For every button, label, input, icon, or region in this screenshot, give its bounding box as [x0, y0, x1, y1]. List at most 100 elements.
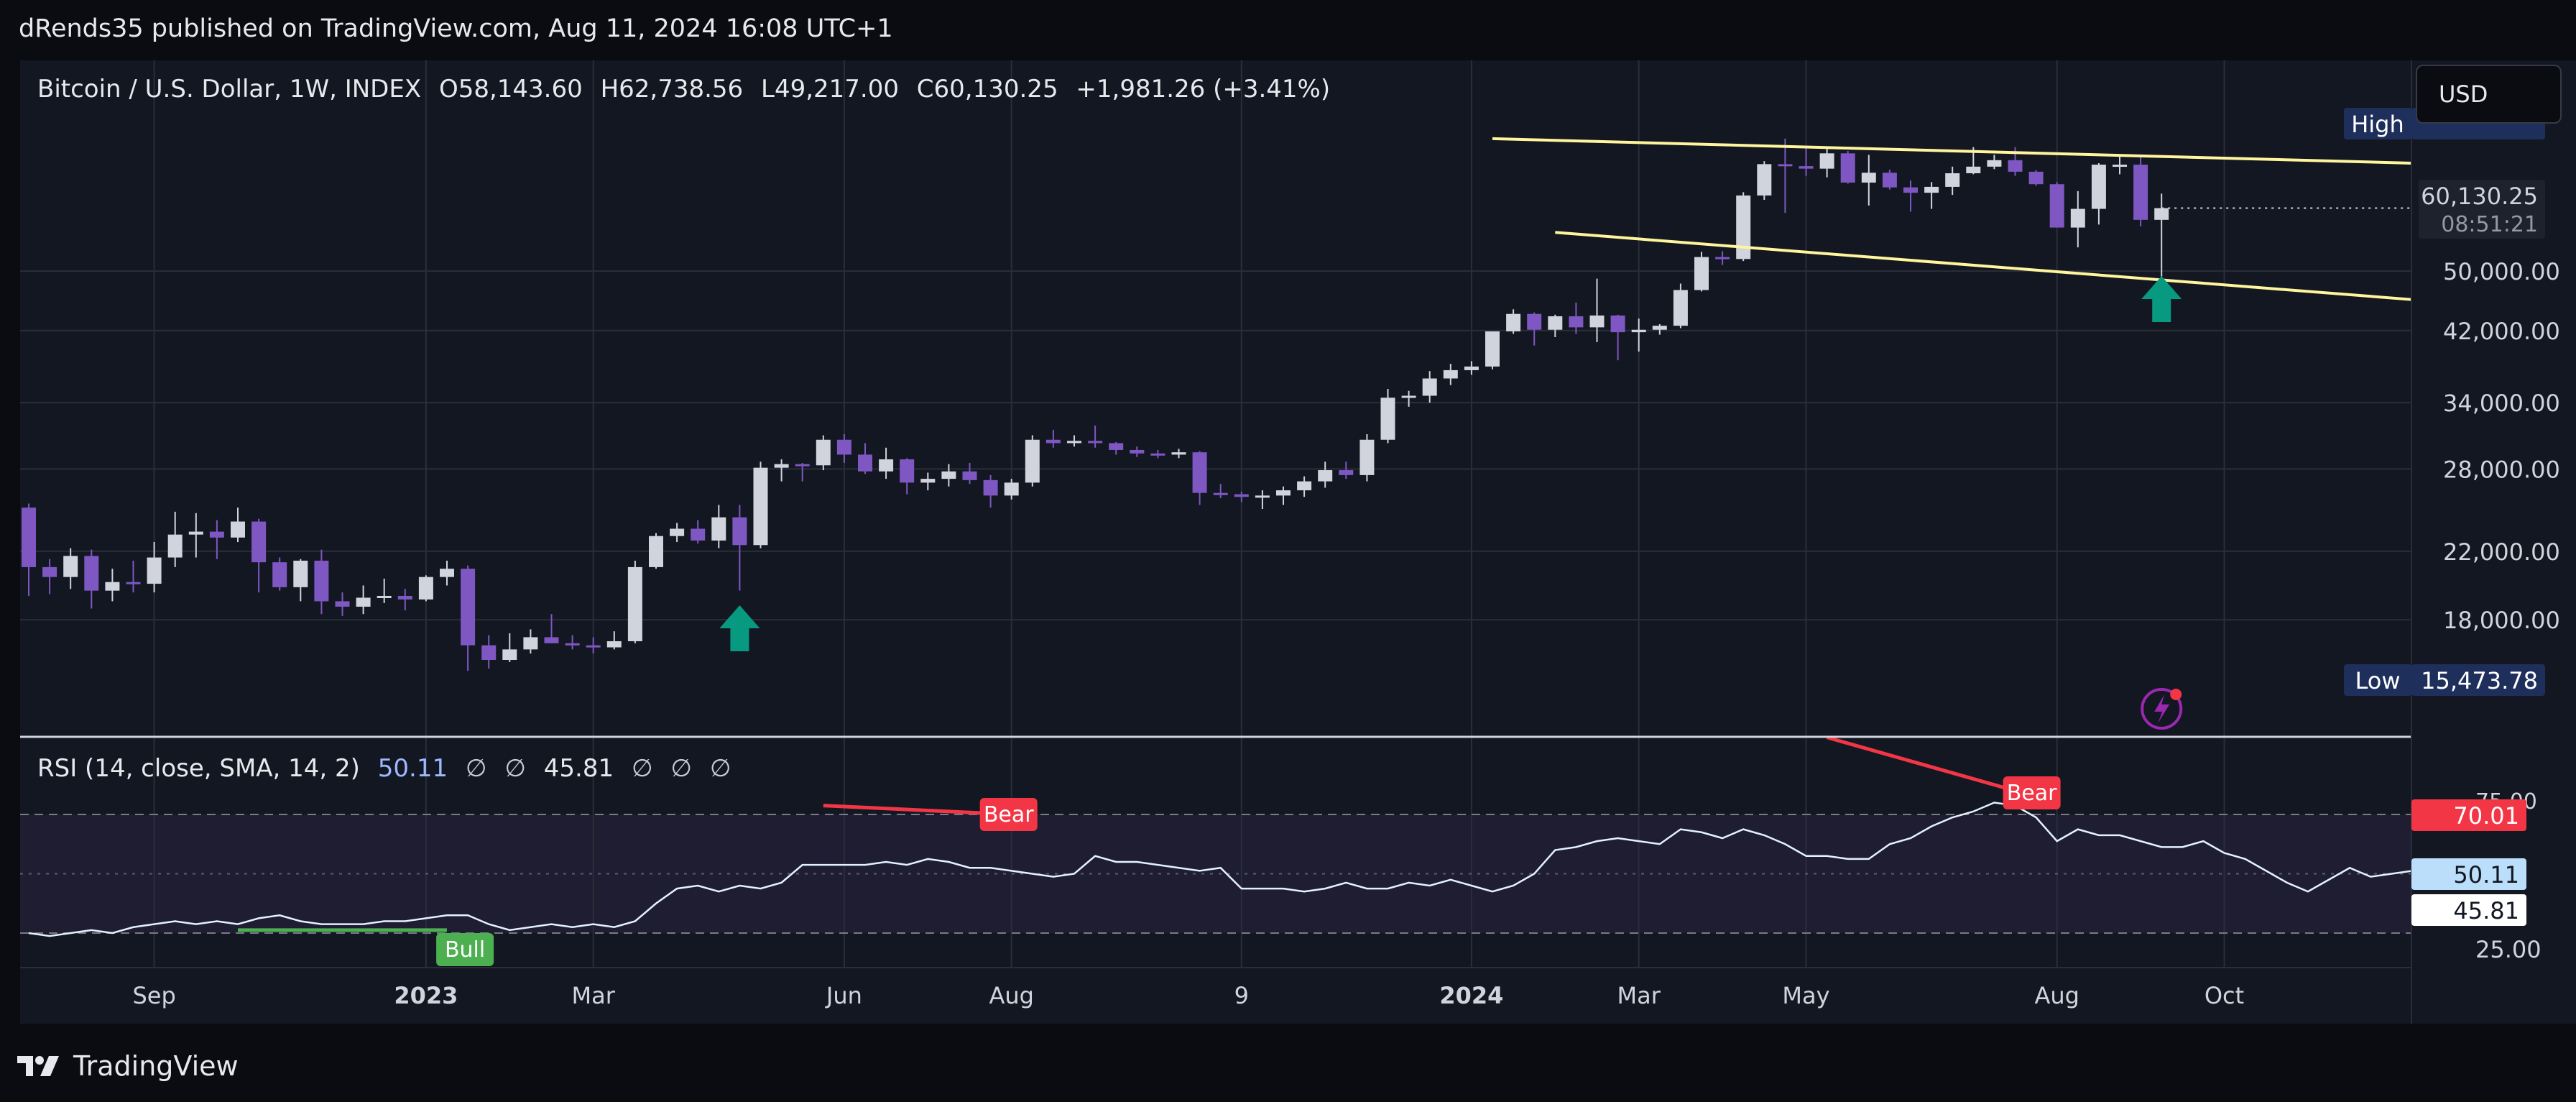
high-label-text: High: [2351, 111, 2404, 138]
candle-body: [1778, 164, 1793, 167]
candle-body: [1401, 395, 1416, 398]
candle-body: [1234, 494, 1249, 497]
bull-label: Bull: [436, 933, 494, 966]
time-tick-label: Aug: [2034, 982, 2079, 1009]
tradingview-logo[interactable]: TradingView: [17, 1046, 239, 1086]
rsi-ma-badge-bg: [2411, 894, 2526, 926]
candle-body: [962, 471, 977, 480]
currency-selector[interactable]: USD: [2416, 65, 2562, 124]
candle-body: [544, 637, 559, 643]
candle-body: [1819, 153, 1834, 169]
candle-body: [1088, 441, 1103, 444]
main-pane-bg: [20, 60, 2411, 736]
candle-body: [1840, 153, 1855, 183]
candle-body: [126, 582, 141, 584]
up-arrow-icon: [719, 605, 760, 651]
legend-high: H62,738.56: [600, 75, 744, 104]
candle-body: [1799, 166, 1814, 169]
rsi-value: 50.11: [377, 754, 448, 783]
legend-close: C60,130.25: [916, 75, 1058, 104]
rsi-overbought-badge: 70.01: [2411, 799, 2526, 831]
rsi-label[interactable]: RSI (14, close, SMA, 14, 2): [37, 754, 360, 783]
rsi-level-bottom-label: 25.00: [2475, 936, 2542, 963]
low-price-badge-text: 15,473.78: [2421, 667, 2538, 694]
candle-body: [1255, 495, 1270, 498]
empty-value-icon: ∅: [709, 754, 731, 783]
rsi-ma-value: 45.81: [543, 754, 614, 783]
candle-body: [1652, 326, 1667, 330]
empty-value-icon: ∅: [631, 754, 653, 783]
candle-body: [711, 517, 726, 541]
candle-body: [1067, 441, 1081, 444]
candle-body: [1464, 366, 1479, 370]
candle-body: [1548, 316, 1563, 330]
candle-body: [858, 454, 872, 472]
last-price-badge-bg: [2419, 180, 2545, 239]
upper-trendline: [1492, 137, 2412, 165]
rsi-series: Bear Bear Bull: [20, 735, 2434, 966]
rsi-legend[interactable]: RSI (14, close, SMA, 14, 2) 50.11 ∅ ∅ 45…: [37, 754, 731, 783]
candle-body: [1694, 257, 1709, 290]
time-tick-label: 9: [1234, 982, 1249, 1009]
countdown-timer: 08:51:21: [2441, 212, 2538, 237]
candle-body: [670, 528, 685, 536]
candle-body: [481, 645, 497, 660]
candle-body: [1631, 329, 1646, 333]
candle-body: [1715, 257, 1730, 260]
candle-body: [920, 479, 936, 483]
candle-body: [2028, 171, 2044, 185]
candle-body: [1359, 439, 1375, 475]
time-tick-label: Mar: [572, 982, 616, 1009]
legend-low: L49,217.00: [761, 75, 899, 104]
candle-body: [63, 556, 78, 577]
candle-body: [1882, 173, 1897, 188]
time-axis-bg: [20, 968, 2411, 1024]
currency-label: USD: [2439, 81, 2488, 108]
candle-body: [1004, 482, 1019, 496]
lightning-icon: [2141, 688, 2183, 730]
bear-label: Bear: [979, 798, 1038, 831]
symbol-name[interactable]: Bitcoin / U.S. Dollar, 1W, INDEX: [37, 75, 422, 104]
candle-body: [272, 562, 287, 587]
candle-body: [84, 556, 99, 591]
candle-body: [1945, 173, 1960, 187]
candle-body: [2113, 165, 2127, 167]
symbol-legend[interactable]: Bitcoin / U.S. Dollar, 1W, INDEX O58,143…: [37, 75, 1330, 104]
candle-body: [1506, 313, 1521, 331]
candle-body: [209, 531, 224, 538]
candle-body: [816, 439, 831, 466]
tradingview-logo-icon: [17, 1056, 59, 1076]
rsi-value-badge-text: 50.11: [2453, 861, 2519, 889]
candle-body: [606, 641, 622, 648]
candle-body: [188, 531, 203, 535]
candle-body: [293, 560, 308, 587]
candle-body: [147, 557, 162, 584]
candle-body: [1109, 443, 1124, 450]
candle-body: [1527, 313, 1542, 330]
candle-body: [1422, 378, 1437, 396]
price-tick-label: 50,000.00: [2443, 258, 2560, 285]
candle-body: [2008, 160, 2023, 172]
candle-body: [1610, 315, 1625, 333]
candle-body: [1736, 195, 1751, 260]
candle-body: [1318, 470, 1333, 482]
candle-body: [1297, 481, 1312, 491]
candle-body: [1150, 453, 1165, 456]
time-tick-label: Oct: [2205, 982, 2244, 1009]
candle-body: [356, 597, 371, 607]
candle-body: [2091, 165, 2106, 209]
bear-label-text: Bear: [2007, 781, 2057, 806]
candle-body: [2133, 165, 2148, 220]
rsi-line: [28, 802, 2434, 937]
price-tick-label: 18,000.00: [2443, 607, 2560, 634]
candle-body: [167, 534, 183, 558]
candle-body: [2154, 208, 2169, 220]
time-tick-label: May: [1782, 982, 1829, 1009]
rsi-band: [20, 814, 2411, 933]
candle-body: [1192, 452, 1207, 493]
candle-body: [105, 582, 120, 591]
alert-dot-icon: [2170, 689, 2182, 700]
time-tick-label: Sep: [132, 982, 175, 1009]
